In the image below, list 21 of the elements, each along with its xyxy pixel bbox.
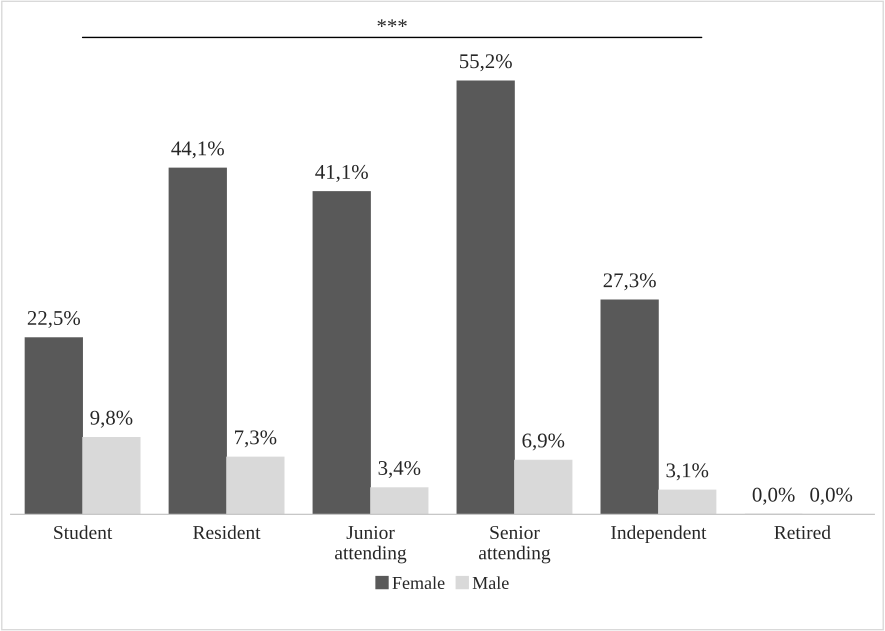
data-label: 7,3% xyxy=(235,430,276,448)
data-label: 3,4% xyxy=(378,460,420,478)
data-label: 0,0% xyxy=(752,488,795,505)
text: *** xyxy=(378,19,407,28)
legend-label: Male xyxy=(472,576,509,590)
data-label: 22,5% xyxy=(28,310,80,328)
data-label: 55,2% xyxy=(460,54,512,72)
x-tick-label: Retired xyxy=(774,525,831,540)
x-tick-label: Independent xyxy=(611,525,706,544)
x-tick-label: Senior attending xyxy=(478,526,550,564)
legend-label: Female xyxy=(392,576,444,590)
data-label: 41,1% xyxy=(315,164,368,182)
x-tick-label: Resident xyxy=(193,525,260,540)
data-label: 27,3% xyxy=(604,273,656,290)
data-label: 6,9% xyxy=(522,433,564,451)
data-label: 3,1% xyxy=(666,463,708,480)
data-label: 9,8% xyxy=(90,410,132,428)
x-tick-label: Student xyxy=(54,525,112,540)
data-label: 44,1% xyxy=(171,141,224,158)
data-label: 0,0% xyxy=(810,488,852,505)
x-tick-label: Junior attending xyxy=(335,526,406,564)
